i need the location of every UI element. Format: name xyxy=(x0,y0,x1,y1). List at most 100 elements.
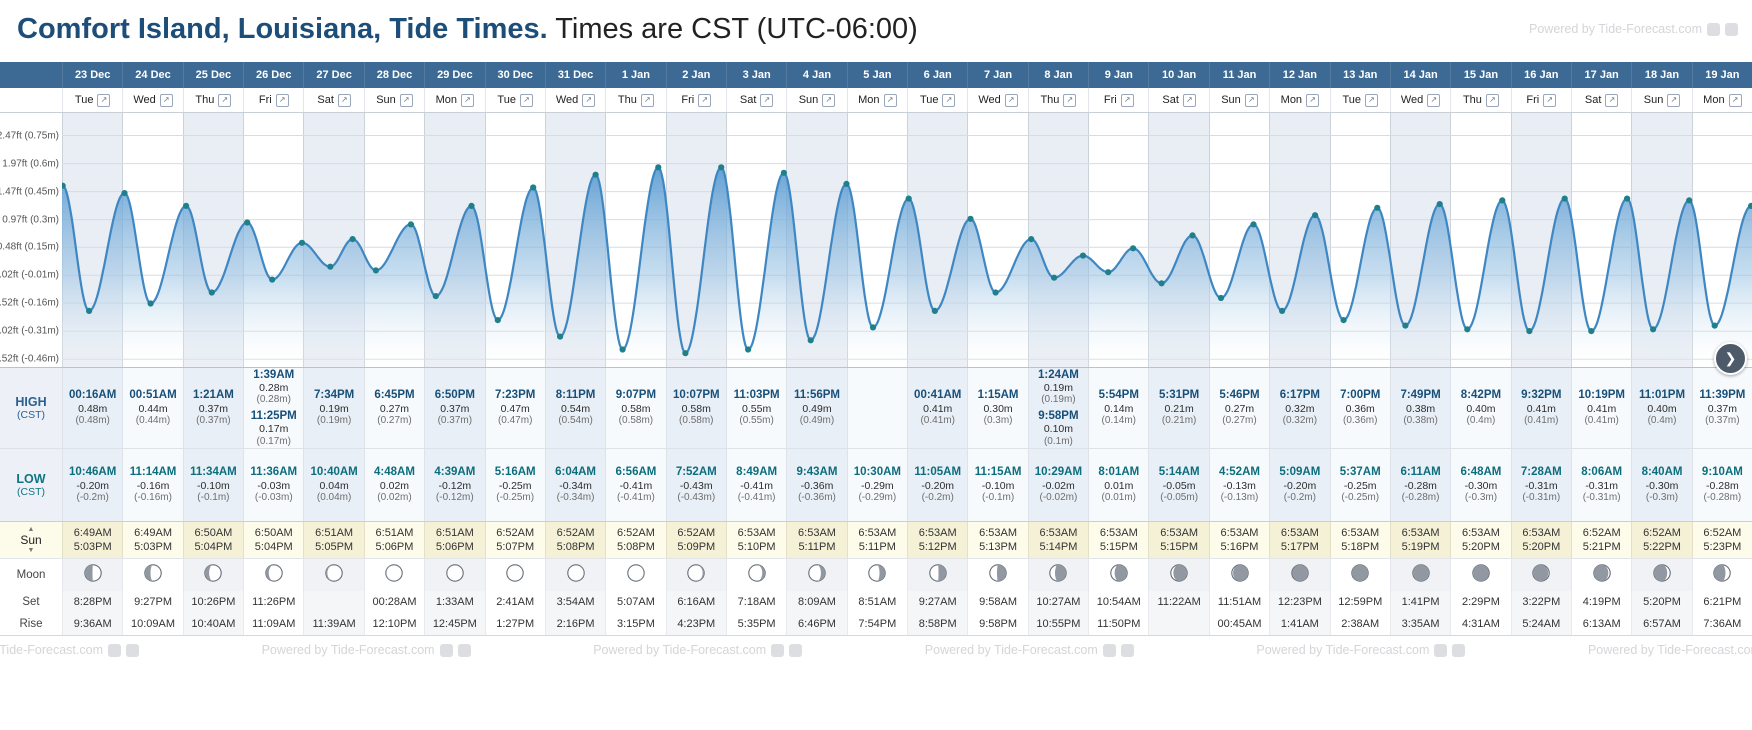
expand-icon[interactable]: ↗ xyxy=(1306,93,1320,107)
expand-icon[interactable]: ↗ xyxy=(1244,93,1258,107)
expand-icon[interactable]: ↗ xyxy=(1365,93,1378,107)
expand-icon[interactable]: ↗ xyxy=(640,93,654,107)
tide-height-alt: (0.36m) xyxy=(1342,414,1378,426)
axis-label: -1.02ft (-0.31m) xyxy=(0,325,59,337)
expand-icon[interactable]: ↗ xyxy=(1004,93,1018,107)
moon-phase-icon xyxy=(807,563,827,588)
tide-height: -0.34m xyxy=(559,479,592,492)
expand-icon[interactable]: ↗ xyxy=(461,93,475,107)
sun-cell: 6:50AM 5:04PM xyxy=(182,522,244,558)
watermark-icon xyxy=(771,643,785,657)
tide-height: -0.36m xyxy=(800,479,834,492)
expand-icon[interactable]: ↗ xyxy=(399,93,413,107)
sun-cell: 6:52AM 5:08PM xyxy=(544,522,606,558)
date-cell: 10 Jan xyxy=(1148,62,1208,88)
footer-watermark-strip: Powered by Tide-Forecast.com Powered by T… xyxy=(0,643,1752,657)
weekday-cell: Sun ↗ xyxy=(363,88,424,112)
expand-icon[interactable]: ↗ xyxy=(337,93,351,107)
low-tide-cell: 11:34AM -0.10m (-0.1m) xyxy=(182,449,244,521)
watermark-text: Powered by Tide-Forecast.com xyxy=(1256,643,1430,657)
expand-icon[interactable]: ↗ xyxy=(1728,93,1742,107)
moonset-cell: 9:27AM xyxy=(907,591,968,613)
weekday-row: Tue ↗ Wed ↗ Thu ↗ Fri ↗ Sat ↗ Sun ↗ Mon ↗ Tue ↗ Wed ↗ Thu ↗… xyxy=(0,88,1752,113)
high-tide-entry: 11:01PM 0.40m (0.4m) xyxy=(1639,389,1685,426)
tide-time: 11:34AM xyxy=(190,466,237,479)
low-tide-entry: 9:43AM -0.36m (-0.36m) xyxy=(797,466,838,503)
sun-row-label: ▲ Sun ▼ xyxy=(0,522,62,558)
sunrise-time: 6:53AM xyxy=(1522,527,1561,539)
weekday-label: Fri xyxy=(681,94,695,106)
high-tide-cell: 1:24AM 0.19m (0.19m) 9:58PM 0.10m (0.1m) xyxy=(1027,368,1089,448)
expand-icon[interactable]: ↗ xyxy=(698,93,712,107)
moonset-cell: 6:21PM xyxy=(1691,591,1752,613)
sun-cell: 6:51AM 5:05PM xyxy=(303,522,364,558)
sun-label: Sun xyxy=(20,533,42,547)
expand-icon[interactable]: ↗ xyxy=(883,93,897,107)
expand-icon[interactable]: ↗ xyxy=(159,93,173,107)
tide-height-alt: (0.54m) xyxy=(558,414,593,426)
expand-icon[interactable]: ↗ xyxy=(822,93,836,107)
sunset-time: 5:11PM xyxy=(858,541,896,553)
tide-time: 11:03PM xyxy=(733,389,780,402)
expand-icon[interactable]: ↗ xyxy=(1485,93,1499,107)
footer-watermark: Powered by Tide-Forecast.com xyxy=(593,643,803,657)
high-tide-entry: 8:42PM 0.40m (0.4m) xyxy=(1461,389,1501,426)
sun-cell: 6:52AM 5:08PM xyxy=(605,522,666,558)
moon-cell xyxy=(1510,559,1571,591)
tide-height: -0.20m xyxy=(76,479,110,492)
sunset-time: 5:06PM xyxy=(435,541,474,553)
expand-icon[interactable]: ↗ xyxy=(760,93,774,107)
expand-icon[interactable]: ↗ xyxy=(1182,93,1196,107)
moonrise-cell: 8:58PM xyxy=(907,613,968,635)
next-page-button[interactable]: ❯ xyxy=(1714,342,1747,375)
expand-icon[interactable]: ↗ xyxy=(97,93,111,107)
watermark-icon xyxy=(108,643,121,657)
tide-height: 0.44m xyxy=(138,402,168,415)
date-cell: 17 Jan xyxy=(1570,62,1631,88)
low-tide-entry: 8:49AM -0.41m (-0.41m) xyxy=(736,466,777,503)
tide-height: 0.19m xyxy=(319,402,349,415)
moonrise-cell: 12:45PM xyxy=(424,613,485,635)
moonrise-cell: 6:46PM xyxy=(786,613,847,635)
location-title: Comfort Island, Louisiana, Tide Times. xyxy=(17,13,548,45)
tide-time: 9:58PM xyxy=(1038,410,1079,422)
expand-icon[interactable]: ↗ xyxy=(582,93,596,107)
expand-icon[interactable]: ↗ xyxy=(218,93,232,107)
weekday-label: Sat xyxy=(317,94,334,106)
moonrise-cell: 3:15PM xyxy=(605,613,666,635)
sun-cell: 6:53AM 5:15PM xyxy=(1088,522,1149,558)
expand-icon[interactable]: ↗ xyxy=(1667,93,1681,107)
tide-height-alt: (-0.29m) xyxy=(858,491,897,503)
high-tide-cell: 00:16AM 0.48m (0.48m) xyxy=(62,368,123,448)
tide-height-alt: (-0.3m) xyxy=(1464,491,1498,503)
tide-height: -0.28m xyxy=(1404,479,1437,492)
tide-time: 9:10AM xyxy=(1701,466,1743,479)
low-tide-cell: 7:52AM -0.43m (-0.43m) xyxy=(665,449,726,521)
tide-height-alt: (0.1m) xyxy=(1043,435,1073,447)
tide-height: -0.29m xyxy=(861,479,894,492)
expand-icon[interactable]: ↗ xyxy=(1427,93,1441,107)
expand-icon[interactable]: ↗ xyxy=(942,93,956,107)
expand-icon[interactable]: ↗ xyxy=(1543,93,1557,107)
sun-row: ▲ Sun ▼ 6:49AM 5:03PM 6:49AM 5:03PM 6:50AM 5:… xyxy=(0,521,1752,558)
watermark-icon xyxy=(1707,22,1720,36)
expand-icon[interactable]: ↗ xyxy=(519,93,533,107)
low-tide-cell: 4:39AM -0.12m (-0.12m) xyxy=(424,449,485,521)
expand-icon[interactable]: ↗ xyxy=(1063,93,1077,107)
sunset-time: 5:19PM xyxy=(1401,541,1440,553)
tide-height: -0.03m xyxy=(257,479,291,492)
tide-height: 0.41m xyxy=(1526,402,1556,415)
tide-height: -0.10m xyxy=(981,479,1015,492)
weekday-label: Thu xyxy=(1040,94,1060,106)
moonset-cell: 8:28PM xyxy=(62,591,123,613)
axis-label: -0.52ft (-0.16m) xyxy=(0,297,59,309)
sun-cell: 6:52AM 5:22PM xyxy=(1631,522,1692,558)
date-cell: 18 Jan xyxy=(1631,62,1691,88)
moon-cell xyxy=(1088,559,1149,591)
tide-time: 10:40AM xyxy=(310,466,358,479)
moonset-cols: 8:28PM 9:27PM 10:26PM 11:26PM 00:28AM 1:33AM 2… xyxy=(62,591,1752,613)
high-tide-entry: 1:15AM 0.30m (0.3m) xyxy=(978,389,1019,426)
expand-icon[interactable]: ↗ xyxy=(1605,93,1619,107)
expand-icon[interactable]: ↗ xyxy=(275,93,289,107)
expand-icon[interactable]: ↗ xyxy=(1120,93,1134,107)
